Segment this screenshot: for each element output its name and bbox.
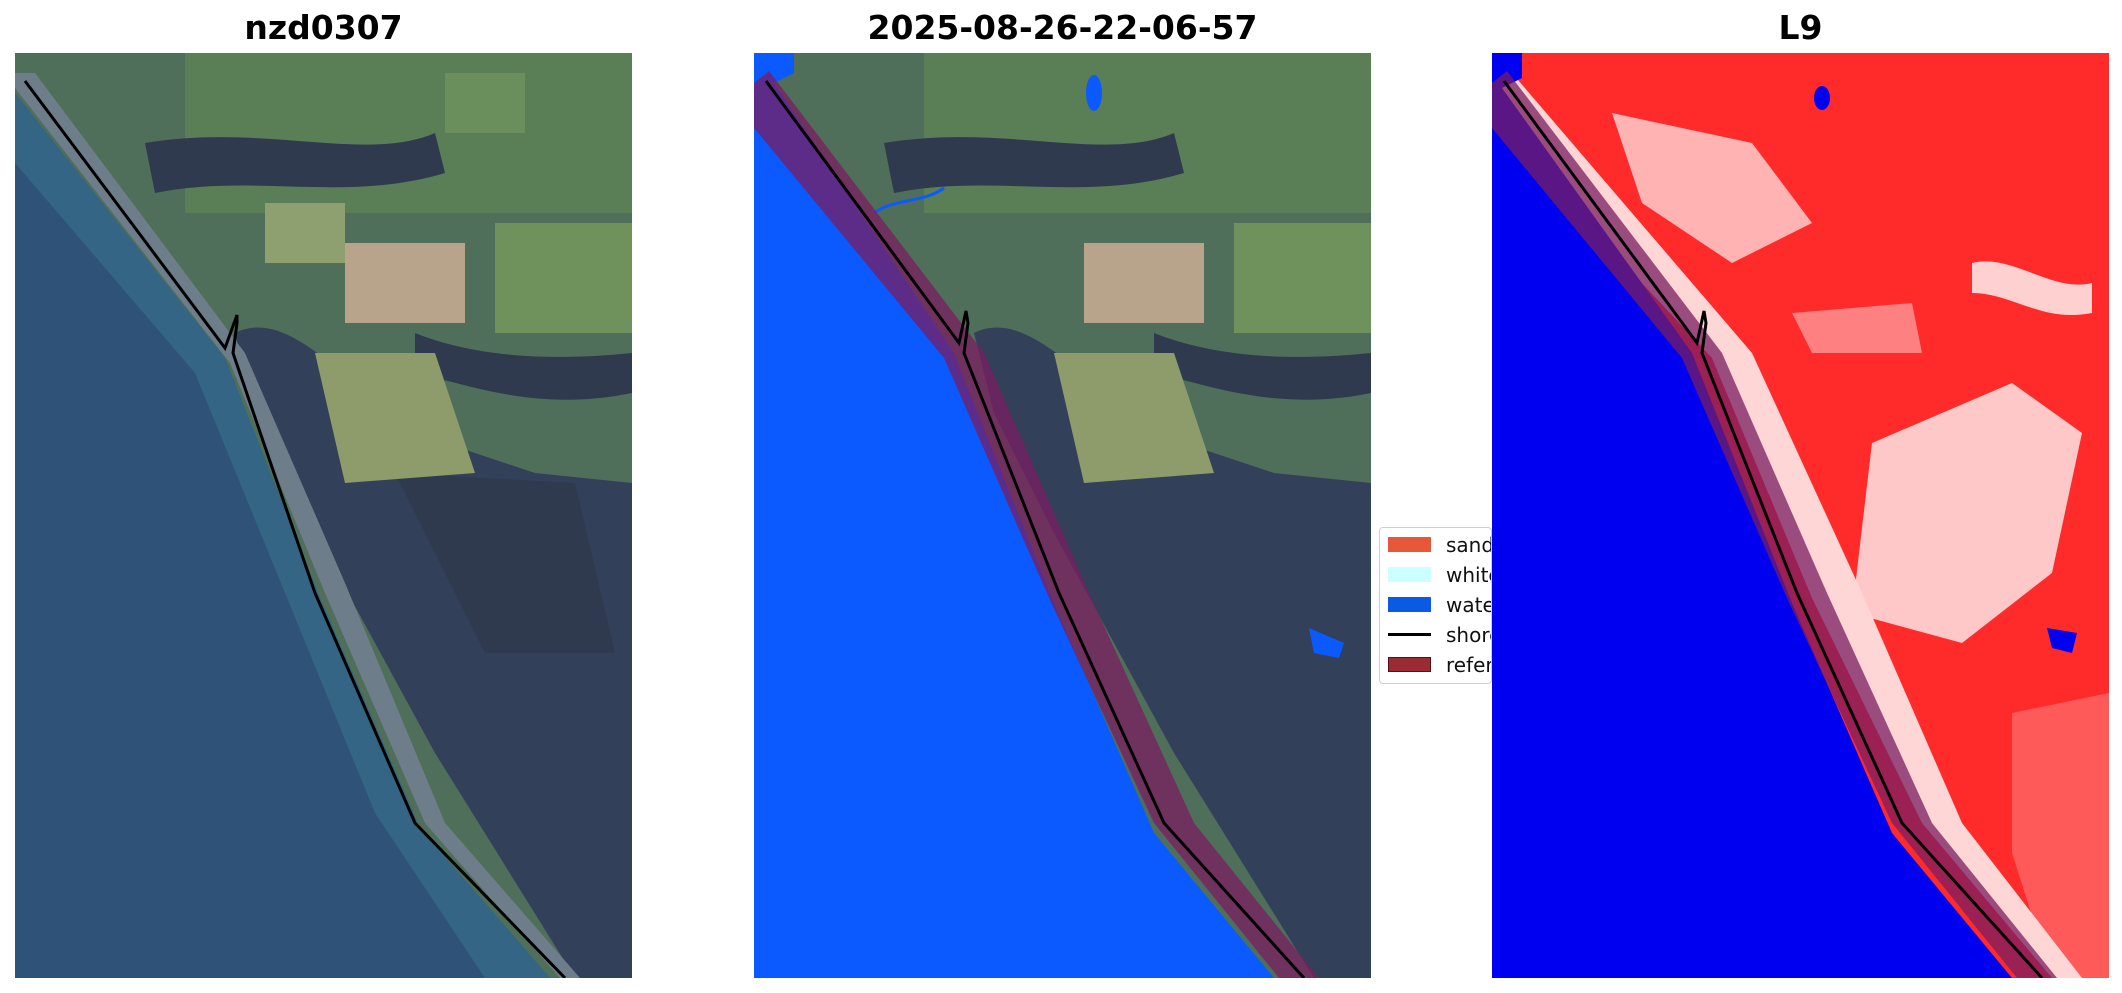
panel-title-right: L9 (1778, 8, 1823, 47)
index-image-panel (1492, 53, 2109, 978)
legend: sand whitewater water shoreline referenc… (1379, 527, 1492, 684)
legend-item-shoreline: shoreline (1380, 619, 1491, 649)
legend-line-shoreline (1388, 633, 1431, 636)
legend-label-buffer: reference shoreline buffer (1446, 653, 1491, 677)
legend-swatch-buffer (1388, 657, 1431, 672)
rgb-image (15, 53, 632, 978)
panel-title-left: nzd0307 (244, 8, 403, 47)
classified-image-panel (754, 53, 1371, 978)
legend-swatch-sand (1388, 537, 1431, 552)
legend-label-whitewater: whitewater (1446, 563, 1491, 587)
legend-label-water: water (1446, 593, 1491, 617)
rgb-image-panel (15, 53, 632, 978)
legend-item-buffer: reference shoreline buffer (1380, 649, 1491, 679)
legend-label-shoreline: shoreline (1446, 623, 1491, 647)
legend-item-water: water (1380, 589, 1491, 619)
legend-swatch-water (1388, 597, 1431, 612)
classified-image (754, 53, 1371, 978)
legend-label-sand: sand (1446, 533, 1492, 557)
legend-item-whitewater: whitewater (1380, 559, 1491, 589)
panel-title-middle: 2025-08-26-22-06-57 (867, 8, 1258, 47)
legend-swatch-whitewater (1388, 567, 1431, 582)
legend-item-sand: sand (1380, 529, 1492, 559)
index-image (1492, 53, 2109, 978)
